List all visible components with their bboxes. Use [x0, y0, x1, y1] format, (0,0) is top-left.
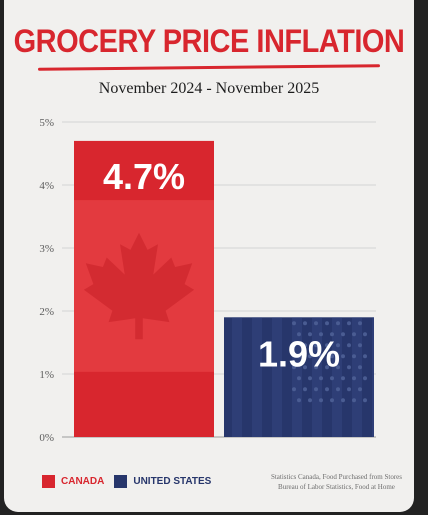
flag-star	[325, 343, 329, 348]
flag-stripe	[232, 317, 242, 437]
y-tick-label: 5%	[39, 117, 54, 129]
flag-star	[363, 332, 367, 337]
flag-star	[358, 387, 362, 392]
flag-stripe	[372, 317, 374, 437]
flag-star	[336, 387, 340, 392]
legend: CANADA UNITED STATES	[42, 474, 221, 488]
source-note: Statistics Canada, Food Purchased from S…	[271, 472, 402, 492]
flag-star	[319, 332, 323, 337]
y-tick-label: 2%	[39, 306, 54, 318]
infographic-card: GROCERY PRICE INFLATION November 2024 - …	[4, 0, 414, 512]
flag-star	[297, 398, 301, 403]
flag-star	[358, 343, 362, 348]
flag-star	[314, 365, 318, 370]
flag-star	[363, 376, 367, 381]
flag-star	[347, 343, 351, 348]
flag-star	[292, 343, 296, 348]
flag-star	[314, 387, 318, 392]
bar-chart: 0% 1% 2% 3% 4% 5% 4.7% 1.9%	[39, 117, 376, 444]
flag-star	[352, 398, 356, 403]
source-line-1: Statistics Canada, Food Purchased from S…	[270, 473, 402, 481]
flag-star	[314, 343, 318, 348]
bar-value-label: 4.7%	[103, 156, 185, 197]
flag-star	[352, 332, 356, 337]
flag-star	[319, 398, 323, 403]
flag-star	[341, 332, 345, 337]
flag-star	[336, 365, 340, 370]
source-line-2: Bureau of Labor Statistics, Food at Home	[278, 483, 395, 491]
flag-star	[303, 365, 307, 370]
flag-star	[308, 376, 312, 381]
flag-star	[341, 354, 345, 359]
flag-star	[319, 354, 323, 359]
us-flag-pattern	[232, 317, 374, 437]
flag-star	[341, 398, 345, 403]
flag-stripe	[252, 317, 262, 437]
flag-star	[325, 387, 329, 392]
flag-star	[336, 343, 340, 348]
flag-star	[303, 387, 307, 392]
chart-title: GROCERY PRICE INFLATION	[13, 24, 405, 60]
y-tick-label: 4%	[39, 180, 54, 192]
flag-star	[352, 376, 356, 381]
chart-subtitle: November 2024 - November 2025	[98, 80, 320, 97]
y-tick-label: 0%	[39, 432, 54, 444]
flag-star	[297, 354, 301, 359]
maple-leaf-icon	[83, 232, 195, 340]
flag-star	[363, 398, 367, 403]
flag-star	[336, 321, 340, 326]
legend-label-us: UNITED STATES	[133, 475, 212, 487]
flag-star	[292, 321, 296, 326]
flag-star	[325, 321, 329, 326]
flag-star	[330, 398, 334, 403]
y-tick-label: 1%	[39, 369, 54, 381]
flag-star	[358, 321, 362, 326]
flag-star	[303, 321, 307, 326]
flag-star	[330, 332, 334, 337]
flag-star	[319, 376, 323, 381]
flag-star	[292, 365, 296, 370]
flag-star	[325, 365, 329, 370]
bar-value-label: 1.9%	[258, 333, 340, 374]
flag-stripe	[352, 317, 362, 437]
flag-star	[330, 354, 334, 359]
legend-label-canada: CANADA	[61, 475, 105, 487]
flag-star	[297, 332, 301, 337]
flag-stripe	[272, 317, 282, 437]
legend-swatch-us	[114, 474, 128, 488]
flag-star	[330, 376, 334, 381]
flag-star	[314, 321, 318, 326]
flag-star	[347, 387, 351, 392]
flag-star	[352, 354, 356, 359]
y-tick-label: 3%	[39, 243, 54, 255]
flag-star	[347, 365, 351, 370]
flag-star	[347, 321, 351, 326]
flag-stripe	[332, 317, 342, 437]
flag-star	[341, 376, 345, 381]
flag-star	[358, 365, 362, 370]
canada-flag-pattern	[74, 200, 214, 372]
flag-star	[292, 387, 296, 392]
flag-star	[308, 332, 312, 337]
legend-swatch-canada	[42, 474, 55, 488]
flag-star	[363, 354, 367, 359]
flag-star	[297, 376, 301, 381]
flag-star	[308, 354, 312, 359]
flag-star	[308, 398, 312, 403]
flag-stripe	[292, 317, 302, 437]
flag-star	[303, 343, 307, 348]
flag-stripe	[312, 317, 322, 437]
